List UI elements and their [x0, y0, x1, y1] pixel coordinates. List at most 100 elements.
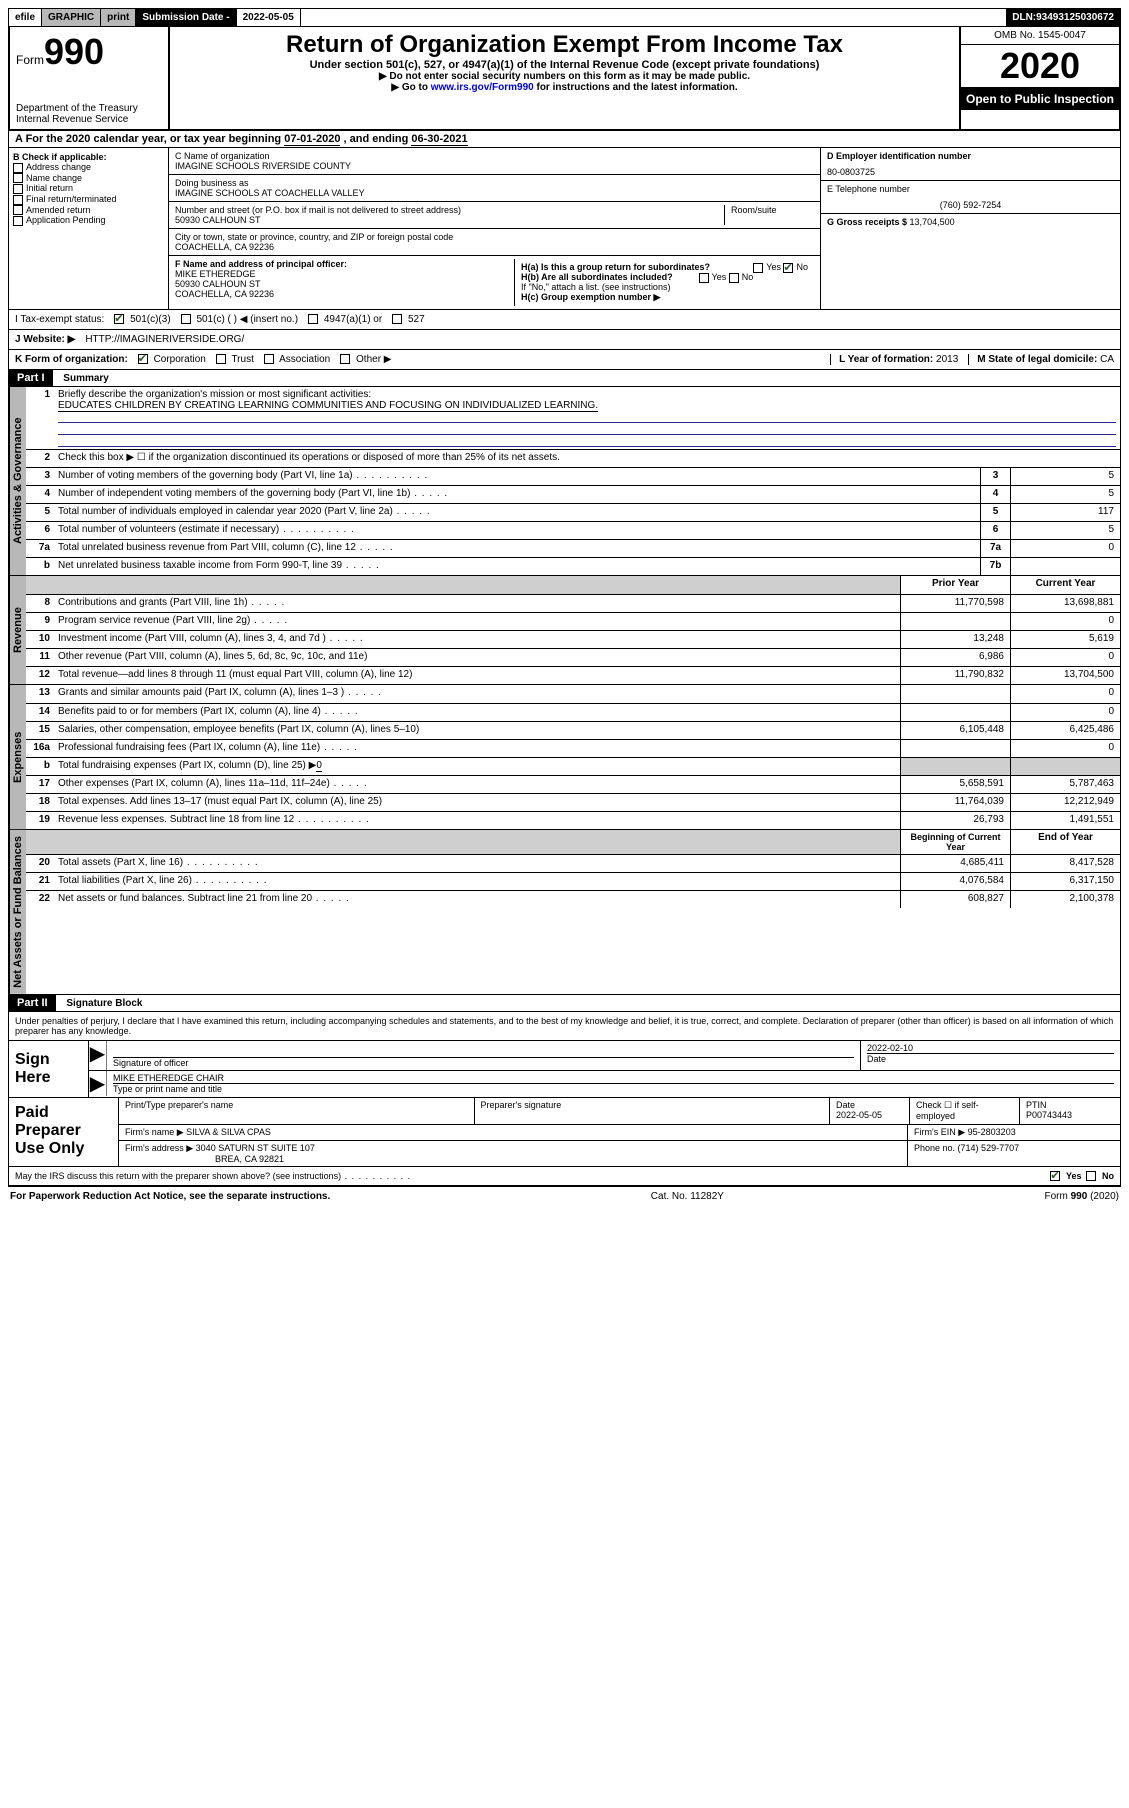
submission-date-label: Submission Date -: [136, 9, 236, 26]
cb-other[interactable]: [340, 354, 350, 364]
l22-curr: 2,100,378: [1010, 891, 1120, 908]
gross-label: G Gross receipts $: [827, 217, 910, 227]
discuss-no[interactable]: [1086, 1171, 1096, 1181]
ha-yes[interactable]: [753, 263, 763, 273]
l16a-curr: 0: [1010, 740, 1120, 757]
sign-block: Sign Here ▶ Signature of officer 2022-02…: [8, 1041, 1121, 1098]
l18-prior: 11,764,039: [900, 794, 1010, 811]
prep-check-self[interactable]: Check ☐ if self-employed: [910, 1098, 1020, 1124]
cb-trust[interactable]: [216, 354, 226, 364]
col-b-header: B Check if applicable:: [13, 152, 164, 162]
line9: Program service revenue (Part VIII, line…: [54, 613, 900, 630]
line10: Investment income (Part VIII, column (A)…: [54, 631, 900, 648]
l11-prior: 6,986: [900, 649, 1010, 666]
ptin-label: PTIN: [1026, 1100, 1114, 1110]
street-value: 50930 CALHOUN ST: [175, 215, 724, 225]
subtitle-1: Under section 501(c), 527, or 4947(a)(1)…: [176, 59, 953, 71]
part1-title: Summary: [55, 371, 117, 386]
entity-info: B Check if applicable: Address change Na…: [8, 148, 1121, 310]
line12: Total revenue—add lines 8 through 11 (mu…: [54, 667, 900, 684]
l11-curr: 0: [1010, 649, 1120, 666]
discuss-yes[interactable]: [1050, 1171, 1060, 1181]
revenue-section: Revenue Prior YearCurrent Year 8Contribu…: [8, 576, 1121, 685]
line7a: Total unrelated business revenue from Pa…: [54, 540, 980, 557]
l20-prior: 4,685,411: [900, 855, 1010, 872]
omb-number: OMB No. 1545-0047: [961, 27, 1119, 45]
netassets-section: Net Assets or Fund Balances Beginning of…: [8, 830, 1121, 995]
line11: Other revenue (Part VIII, column (A), li…: [54, 649, 900, 666]
cb-initial-return[interactable]: Initial return: [13, 183, 164, 194]
l16a-prior: [900, 740, 1010, 757]
hb-yes[interactable]: [699, 273, 709, 283]
l13-prior: [900, 685, 1010, 703]
firm-ein-label: Firm's EIN ▶: [914, 1127, 965, 1137]
cb-address-change[interactable]: Address change: [13, 162, 164, 173]
l19-curr: 1,491,551: [1010, 812, 1120, 829]
form-title: Return of Organization Exempt From Incom…: [176, 31, 953, 59]
line4: Number of independent voting members of …: [54, 486, 980, 503]
cb-assoc[interactable]: [264, 354, 274, 364]
form-header: Form990 Department of the Treasury Inter…: [8, 27, 1121, 131]
l10-prior: 13,248: [900, 631, 1010, 648]
line16b: Total fundraising expenses (Part IX, col…: [54, 758, 900, 775]
line6: Total number of volunteers (estimate if …: [54, 522, 980, 539]
line15: Salaries, other compensation, employee b…: [54, 722, 900, 739]
tax-i-label: I Tax-exempt status:: [15, 314, 104, 325]
l17-prior: 5,658,591: [900, 776, 1010, 793]
irs-link[interactable]: www.irs.gov/Form990: [431, 82, 534, 93]
l17-curr: 5,787,463: [1010, 776, 1120, 793]
line17: Other expenses (Part IX, column (A), lin…: [54, 776, 900, 793]
cb-501c[interactable]: [181, 314, 191, 324]
l20-curr: 8,417,528: [1010, 855, 1120, 872]
line16a: Professional fundraising fees (Part IX, …: [54, 740, 900, 757]
l13-curr: 0: [1010, 685, 1120, 703]
h-note: If "No," attach a list. (see instruction…: [521, 282, 808, 292]
line22: Net assets or fund balances. Subtract li…: [54, 891, 900, 908]
line13: Grants and similar amounts paid (Part IX…: [54, 685, 900, 703]
cb-final-return[interactable]: Final return/terminated: [13, 194, 164, 205]
cb-527[interactable]: [392, 314, 402, 324]
year-formation: 2013: [936, 354, 958, 365]
street-label: Number and street (or P.O. box if mail i…: [175, 205, 724, 215]
ha-no[interactable]: [783, 263, 793, 273]
cb-name-change[interactable]: Name change: [13, 173, 164, 184]
activities-governance: Activities & Governance 1Briefly describ…: [8, 387, 1121, 576]
sig-date-value: 2022-02-10: [867, 1043, 1114, 1053]
line14: Benefits paid to or for members (Part IX…: [54, 704, 900, 721]
cb-4947[interactable]: [308, 314, 318, 324]
firm-addr1: 3040 SATURN ST SUITE 107: [196, 1143, 315, 1153]
org-name: IMAGINE SCHOOLS RIVERSIDE COUNTY: [175, 161, 814, 171]
hb-row: H(b) Are all subordinates included? Yes …: [521, 272, 808, 282]
subtitle-3: ▶ Go to www.irs.gov/Form990 for instruct…: [176, 82, 953, 93]
website-label: J Website: ▶: [15, 334, 75, 345]
pra-notice: For Paperwork Reduction Act Notice, see …: [10, 1191, 330, 1202]
line4-val: 5: [1010, 486, 1120, 503]
officer-city: COACHELLA, CA 92236: [175, 289, 514, 299]
print-btn[interactable]: print: [101, 9, 136, 26]
line18: Total expenses. Add lines 13–17 (must eq…: [54, 794, 900, 811]
arrow-icon: ▶: [89, 1071, 107, 1096]
graphic-btn[interactable]: GRAPHIC: [42, 9, 101, 26]
tax-exempt-row: I Tax-exempt status: 501(c)(3) 501(c) ( …: [8, 310, 1121, 330]
cb-amended[interactable]: Amended return: [13, 205, 164, 216]
part1-header: Part I: [9, 370, 53, 386]
prep-date-value: 2022-05-05: [836, 1110, 903, 1120]
tax-period: A For the 2020 calendar year, or tax yea…: [8, 131, 1121, 148]
sig-officer-label: Signature of officer: [113, 1058, 854, 1068]
dba-label: Doing business as: [175, 178, 814, 188]
cb-application[interactable]: Application Pending: [13, 215, 164, 226]
ein-value: 80-0803725: [827, 167, 1114, 177]
cb-501c3[interactable]: [114, 314, 124, 324]
website-url[interactable]: HTTP://IMAGINERIVERSIDE.ORG/: [85, 334, 244, 345]
hdr-prior: Prior Year: [900, 576, 1010, 594]
form-number: Form990: [16, 31, 162, 73]
cb-corp[interactable]: [138, 354, 148, 364]
room-label: Room/suite: [724, 205, 814, 225]
l8-prior: 11,770,598: [900, 595, 1010, 612]
officer-street: 50930 CALHOUN ST: [175, 279, 514, 289]
l14-prior: [900, 704, 1010, 721]
prep-name-label: Print/Type preparer's name: [125, 1100, 468, 1110]
tab-expenses: Expenses: [9, 685, 26, 829]
hb-no[interactable]: [729, 273, 739, 283]
org-name-label: C Name of organization: [175, 151, 814, 161]
